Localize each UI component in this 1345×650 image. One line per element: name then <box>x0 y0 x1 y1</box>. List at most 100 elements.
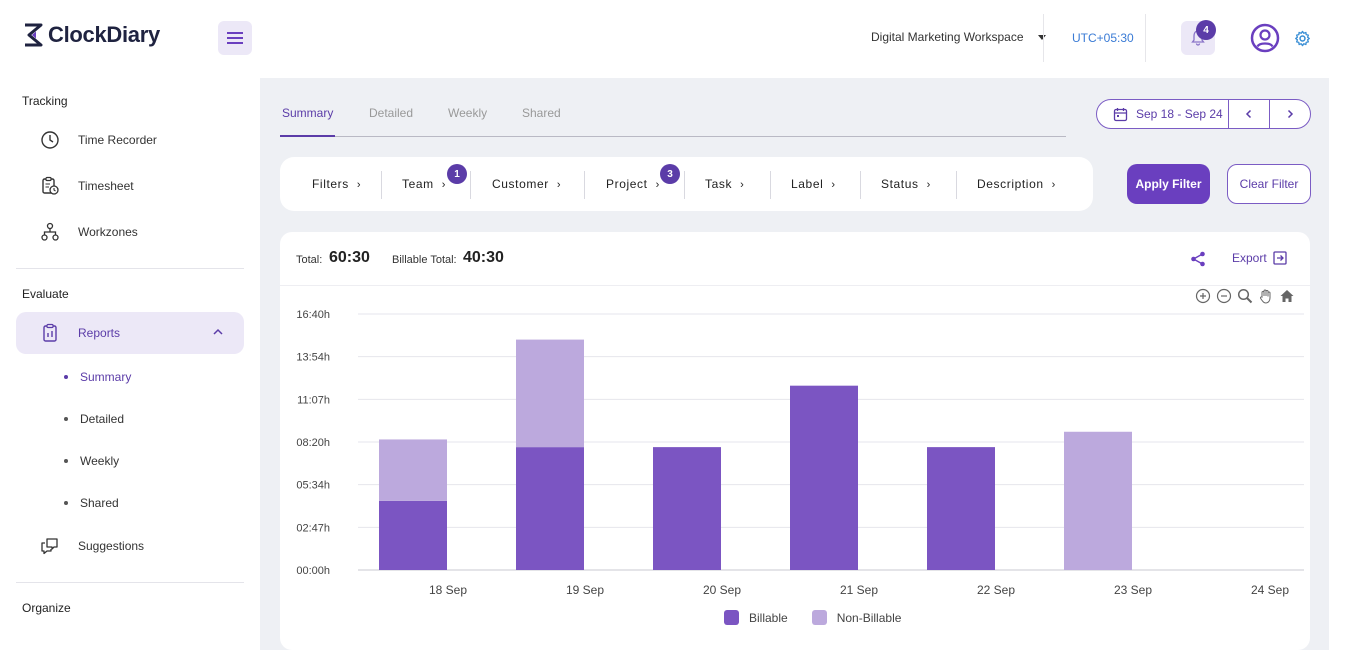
divider <box>1043 14 1044 62</box>
filter-label: Status <box>881 177 919 191</box>
main-content: Summary Detailed Weekly Shared Sep 18 - … <box>260 78 1329 650</box>
y-tick-label: 00:00h <box>296 565 330 577</box>
legend-item-billable[interactable]: Billable <box>724 610 788 625</box>
report-tabs: Summary Detailed Weekly Shared <box>280 100 1066 137</box>
user-avatar-icon[interactable] <box>1250 23 1280 53</box>
total-label: Total: <box>296 254 323 266</box>
section-title-evaluate: Evaluate <box>22 287 69 301</box>
top-bar: ClockDiary Digital Marketing Workspace U… <box>0 0 1345 78</box>
zoom-in-icon[interactable] <box>1195 288 1211 304</box>
app-name: ClockDiary <box>48 22 160 47</box>
tab-detailed[interactable]: Detailed <box>369 106 414 120</box>
filter-label: Description <box>977 177 1044 191</box>
notification-count-badge: 4 <box>1196 20 1216 40</box>
x-tick-label: 22 Sep <box>977 583 1015 597</box>
divider <box>956 171 957 199</box>
y-tick-label: 16:40h <box>296 309 330 321</box>
right-gutter <box>1329 78 1345 650</box>
date-range-label: Sep 18 - Sep 24 <box>1136 107 1223 121</box>
total-value: 60:30 <box>329 249 370 266</box>
magnifier-zoom-icon[interactable] <box>1237 288 1253 304</box>
filter-filters[interactable]: Filters › <box>312 177 362 191</box>
report-card: Total: 60:30 Billable Total: 40:30 Expor… <box>280 232 1310 650</box>
home-reset-icon[interactable] <box>1279 288 1295 304</box>
clear-filter-button[interactable]: Clear Filter <box>1227 164 1311 204</box>
sidebar-subitem-label: Detailed <box>80 412 125 426</box>
sidebar-item-time-recorder[interactable]: Time Recorder <box>40 130 157 150</box>
export-label: Export <box>1232 251 1267 265</box>
timesheet-clipboard-icon <box>42 176 59 195</box>
suggestions-chat-icon <box>41 538 58 555</box>
app-logo[interactable]: ClockDiary <box>22 22 160 48</box>
divider <box>584 171 585 199</box>
share-icon[interactable] <box>1190 251 1206 267</box>
y-tick-label: 11:07h <box>297 394 330 406</box>
pan-hand-icon[interactable] <box>1258 288 1274 304</box>
hamburger-menu-icon <box>227 32 243 44</box>
filter-project[interactable]: Project › <box>606 177 660 191</box>
divider <box>770 171 771 199</box>
bar-non-billable <box>1064 431 1132 570</box>
reports-clipboard-icon <box>43 323 57 342</box>
sidebar-item-reports[interactable]: Reports <box>16 312 244 354</box>
section-title-organize: Organize <box>22 601 71 615</box>
apply-filter-button[interactable]: Apply Filter <box>1127 164 1210 204</box>
filter-team[interactable]: Team › <box>402 177 447 191</box>
x-tick-label: 18 Sep <box>429 583 467 597</box>
y-tick-label: 02:47h <box>296 522 330 534</box>
x-tick-label: 20 Sep <box>703 583 741 597</box>
chevron-up-icon <box>213 328 223 335</box>
sidebar-item-suggestions[interactable]: Suggestions <box>40 536 144 556</box>
filter-description[interactable]: Description › <box>977 177 1056 191</box>
bar-billable <box>927 447 995 570</box>
zoom-out-icon[interactable] <box>1216 288 1232 304</box>
bar-non-billable <box>516 339 584 448</box>
export-button[interactable]: Export <box>1232 251 1287 265</box>
bullet-dot <box>64 417 68 421</box>
sidebar-item-workzones[interactable]: Workzones <box>40 222 138 242</box>
filter-status[interactable]: Status › <box>881 177 931 191</box>
tab-summary[interactable]: Summary <box>282 106 334 120</box>
hourglass-logo-icon <box>25 23 43 47</box>
sidebar: Tracking Time Recorder Timesheet Workzon… <box>0 78 260 650</box>
bar-billable <box>516 447 584 570</box>
next-week-button[interactable] <box>1269 100 1310 128</box>
tab-shared[interactable]: Shared <box>522 106 561 120</box>
billable-total-label: Billable Total: <box>392 254 457 266</box>
sidebar-subitem-summary[interactable]: Summary <box>64 370 131 384</box>
workspace-name: Digital Marketing Workspace <box>871 30 1024 44</box>
previous-week-button[interactable] <box>1228 100 1269 128</box>
divider <box>470 171 471 199</box>
sidebar-subitem-weekly[interactable]: Weekly <box>64 454 119 468</box>
x-tick-label: 21 Sep <box>840 583 878 597</box>
bullet-dot <box>64 375 68 379</box>
bar-billable <box>790 385 858 570</box>
timezone-selector[interactable]: UTC+05:30 <box>1072 31 1134 45</box>
workspace-selector[interactable]: Digital Marketing Workspace <box>871 30 1046 44</box>
filter-label-filter[interactable]: Label › <box>791 177 836 191</box>
sidebar-subitem-detailed[interactable]: Detailed <box>64 412 124 426</box>
chevron-down-icon <box>1037 34 1046 40</box>
y-tick-label: 05:34h <box>296 480 330 492</box>
legend-item-non-billable[interactable]: Non-Billable <box>811 610 901 625</box>
tab-weekly[interactable]: Weekly <box>448 106 488 120</box>
sidebar-subitem-shared[interactable]: Shared <box>64 496 119 510</box>
chevron-right-icon <box>1288 109 1294 119</box>
bar-billable <box>379 500 447 570</box>
legend-swatch <box>724 610 739 625</box>
filter-customer[interactable]: Customer › <box>492 177 562 191</box>
date-range-picker: Sep 18 - Sep 24 <box>1096 99 1311 129</box>
bar-billable <box>653 447 721 570</box>
filter-task[interactable]: Task › <box>705 177 745 191</box>
bullet-dot <box>64 459 68 463</box>
billable-total-value: 40:30 <box>463 249 504 266</box>
settings-gear-icon[interactable] <box>1294 30 1311 47</box>
sidebar-item-timesheet[interactable]: Timesheet <box>40 176 134 196</box>
chart-legend: Billable Non-Billable <box>724 610 901 625</box>
date-range-button[interactable]: Sep 18 - Sep 24 <box>1097 100 1228 128</box>
sidebar-toggle-button[interactable] <box>218 21 252 55</box>
divider <box>16 268 244 269</box>
legend-label: Billable <box>749 610 788 625</box>
export-icon <box>1273 251 1287 265</box>
active-tab-indicator <box>280 135 335 137</box>
